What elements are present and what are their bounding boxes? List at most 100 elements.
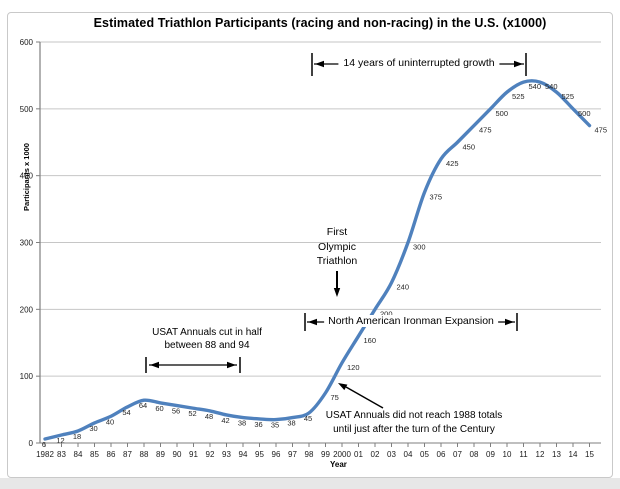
x-tick-label: 95 — [255, 450, 264, 459]
y-tick-label: 100 — [20, 372, 34, 381]
data-label: 200 — [380, 309, 393, 318]
x-tick-label: 10 — [503, 450, 512, 459]
data-label: 54 — [122, 408, 130, 417]
x-tick-label: 90 — [173, 450, 182, 459]
data-label: 500 — [578, 109, 591, 118]
x-tick-label: 93 — [222, 450, 231, 459]
growth-span-left-arrowhead — [315, 60, 324, 68]
annotation-usat-recovery: USAT Annuals did not reach 1988 totals u… — [326, 409, 502, 436]
data-label: 160 — [364, 336, 377, 345]
x-tick-label: 96 — [272, 450, 281, 459]
data-label: 540 — [545, 82, 558, 91]
data-label: 60 — [155, 404, 163, 413]
x-tick-label: 14 — [569, 450, 578, 459]
x-tick-label: 92 — [206, 450, 215, 459]
annotation-usat-cut-line1: USAT Annuals cut in half — [152, 327, 262, 338]
x-tick-label: 11 — [519, 450, 528, 459]
participants-trend-line — [43, 79, 592, 441]
recovery-arrowhead — [338, 383, 348, 391]
annotation-ironman-expansion: North American Ironman Expansion — [324, 315, 498, 327]
data-label: 120 — [347, 363, 360, 372]
y-axis-title: Participants x 1000 — [22, 143, 31, 211]
data-label: 18 — [73, 432, 81, 441]
x-tick-label: 84 — [74, 450, 83, 459]
annotation-olympic-line1: First — [326, 226, 348, 238]
data-label: 375 — [430, 192, 443, 201]
x-tick-label: 94 — [239, 450, 248, 459]
annotation-usat-cut: USAT Annuals cut in half between 88 and … — [152, 326, 262, 352]
x-tick-label: 83 — [57, 450, 66, 459]
data-label: 35 — [271, 421, 279, 430]
annotation-recovery-line1: USAT Annuals did not reach 1988 totals — [325, 410, 503, 421]
x-tick-label: 07 — [453, 450, 462, 459]
x-tick-label: 02 — [371, 450, 380, 459]
x-tick-label: 89 — [156, 450, 165, 459]
data-label: 240 — [397, 283, 410, 292]
ironman-left-arrowhead — [308, 318, 317, 326]
annotation-first-olympic-triathlon: First Olympic Triathlon — [317, 225, 357, 269]
data-label: 500 — [496, 109, 509, 118]
data-label: 52 — [188, 409, 196, 418]
x-tick-label: 03 — [387, 450, 396, 459]
annotation-recovery-line2: until just after the turn of the Century — [333, 423, 495, 435]
data-label: 30 — [89, 424, 97, 433]
data-label: 64 — [139, 401, 147, 410]
y-tick-label: 200 — [20, 305, 34, 314]
x-axis-title: Year — [330, 460, 347, 469]
x-tick-label: 99 — [321, 450, 330, 459]
data-label: 36 — [254, 420, 262, 429]
olympic-arrowhead — [333, 288, 341, 297]
x-tick-label: 88 — [140, 450, 149, 459]
data-label: 38 — [238, 419, 246, 428]
x-tick-label: 2000 — [333, 450, 351, 459]
data-label: 40 — [106, 417, 114, 426]
data-label: 450 — [463, 142, 476, 151]
data-label: 540 — [529, 82, 542, 91]
data-label: 48 — [205, 412, 213, 421]
y-tick-label: 0 — [29, 439, 34, 448]
x-tick-label: 04 — [404, 450, 413, 459]
data-label: 42 — [221, 416, 229, 425]
usat-cut-right-arrowhead — [227, 361, 236, 369]
data-label: 75 — [331, 393, 339, 402]
data-label: 525 — [562, 92, 575, 101]
x-tick-label: 97 — [288, 450, 297, 459]
x-tick-label: 87 — [123, 450, 132, 459]
window-bottom-strip — [0, 478, 620, 489]
y-tick-label: 600 — [20, 38, 34, 47]
data-label: 38 — [287, 419, 295, 428]
x-tick-label: 05 — [420, 450, 429, 459]
chart-title: Estimated Triathlon Participants (racing… — [93, 16, 547, 30]
x-tick-label: 1982 — [36, 450, 54, 459]
x-tick-label: 86 — [107, 450, 116, 459]
data-label: 300 — [413, 243, 426, 252]
y-tick-label: 300 — [20, 239, 34, 248]
data-label: 475 — [595, 126, 608, 135]
ironman-right-arrowhead — [505, 318, 514, 326]
data-label: 12 — [56, 436, 64, 445]
annotation-growth-span: 14 years of uninterrupted growth — [338, 57, 500, 69]
x-tick-label: 13 — [552, 450, 561, 459]
data-label: 475 — [479, 126, 492, 135]
usat-cut-left-arrowhead — [150, 361, 159, 369]
data-label: 56 — [172, 407, 180, 416]
annotation-olympic-line3: Triathlon — [316, 255, 358, 267]
annotation-olympic-line2: Olympic — [318, 240, 356, 253]
x-tick-label: 06 — [437, 450, 446, 459]
data-label: 6 — [42, 440, 46, 449]
x-tick-label: 08 — [470, 450, 479, 459]
recovery-arrow-line — [345, 386, 384, 409]
data-label: 45 — [304, 414, 312, 423]
y-tick-label: 400 — [20, 172, 34, 181]
x-tick-label: 01 — [354, 450, 363, 459]
x-tick-label: 85 — [90, 450, 99, 459]
data-label: 425 — [446, 159, 459, 168]
x-tick-label: 15 — [585, 450, 594, 459]
annotation-usat-cut-line2: between 88 and 94 — [164, 340, 250, 351]
y-tick-label: 500 — [20, 105, 34, 114]
data-label: 525 — [512, 92, 525, 101]
growth-span-right-arrowhead — [514, 60, 523, 68]
x-tick-label: 98 — [305, 450, 314, 459]
